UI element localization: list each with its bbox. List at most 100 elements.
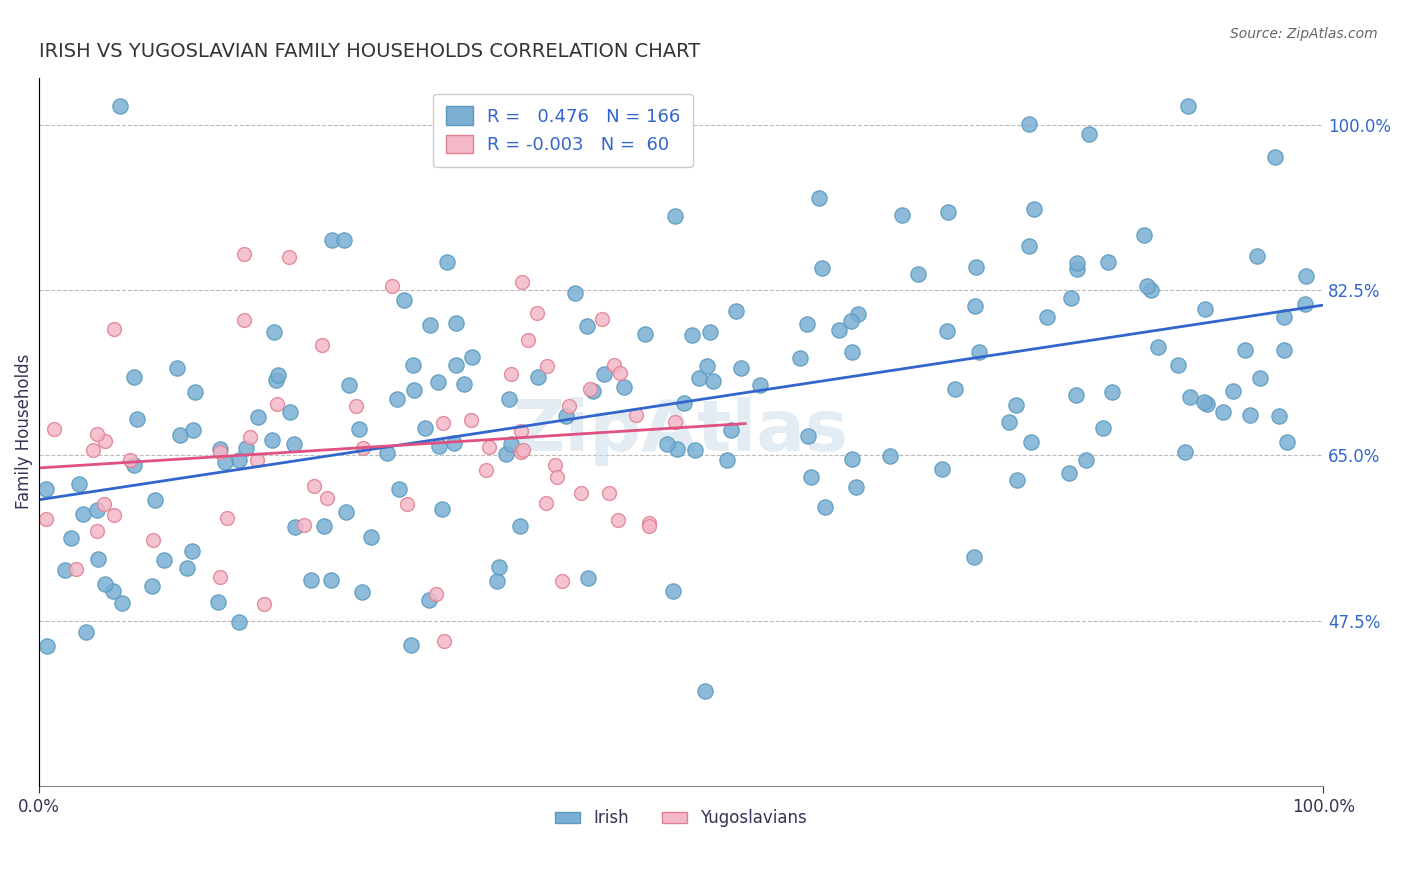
Point xyxy=(963,299,986,313)
Text: Source: ZipAtlas.com: Source: ZipAtlas.com xyxy=(1230,27,1378,41)
Point xyxy=(1294,297,1316,311)
Point xyxy=(124,458,146,472)
Legend: Irish, Yugoslavians: Irish, Yugoslavians xyxy=(548,803,814,834)
Point xyxy=(246,453,269,467)
Point xyxy=(418,593,440,607)
Point xyxy=(72,507,94,521)
Point xyxy=(576,319,599,334)
Point xyxy=(963,549,986,564)
Point xyxy=(546,469,568,483)
Point xyxy=(311,337,333,351)
Point xyxy=(891,207,914,221)
Point xyxy=(143,493,166,508)
Point xyxy=(478,440,501,454)
Point xyxy=(1275,434,1298,449)
Point xyxy=(427,375,450,389)
Point xyxy=(1194,302,1216,317)
Point xyxy=(657,437,679,451)
Point xyxy=(907,268,929,282)
Point xyxy=(453,376,475,391)
Point xyxy=(283,437,305,451)
Point xyxy=(394,293,416,307)
Point xyxy=(558,399,581,413)
Point xyxy=(443,435,465,450)
Point xyxy=(103,508,125,522)
Point xyxy=(1222,384,1244,399)
Point xyxy=(432,416,454,430)
Point xyxy=(344,400,367,414)
Point xyxy=(841,344,863,359)
Point xyxy=(1167,358,1189,372)
Point xyxy=(509,519,531,533)
Point xyxy=(696,359,718,374)
Point xyxy=(495,447,517,461)
Point xyxy=(534,495,557,509)
Point xyxy=(702,374,724,388)
Point xyxy=(181,544,204,558)
Point xyxy=(86,503,108,517)
Point xyxy=(232,247,254,261)
Point xyxy=(399,638,422,652)
Point xyxy=(1018,239,1040,253)
Point xyxy=(1195,397,1218,411)
Point xyxy=(446,316,468,330)
Point xyxy=(176,561,198,575)
Point xyxy=(1019,435,1042,450)
Point xyxy=(543,458,565,472)
Point xyxy=(512,442,534,457)
Point xyxy=(1136,279,1159,293)
Point xyxy=(965,260,987,274)
Point xyxy=(609,366,631,380)
Point xyxy=(789,351,811,365)
Point xyxy=(1239,409,1261,423)
Point xyxy=(808,192,831,206)
Point xyxy=(166,360,188,375)
Point xyxy=(1194,395,1216,409)
Point xyxy=(796,317,818,331)
Point xyxy=(37,639,59,653)
Point xyxy=(65,561,87,575)
Y-axis label: Family Households: Family Households xyxy=(15,354,32,509)
Point xyxy=(683,443,706,458)
Point xyxy=(499,367,522,381)
Point xyxy=(666,442,689,456)
Point xyxy=(312,518,335,533)
Point xyxy=(681,327,703,342)
Point xyxy=(388,482,411,496)
Point xyxy=(208,442,231,456)
Point xyxy=(375,446,398,460)
Point xyxy=(1018,117,1040,131)
Text: IRISH VS YUGOSLAVIAN FAMILY HOUSEHOLDS CORRELATION CHART: IRISH VS YUGOSLAVIAN FAMILY HOUSEHOLDS C… xyxy=(38,42,700,61)
Point xyxy=(498,392,520,406)
Point xyxy=(141,579,163,593)
Point xyxy=(591,311,613,326)
Point xyxy=(75,625,97,640)
Point xyxy=(335,505,357,519)
Point xyxy=(1268,409,1291,423)
Point xyxy=(339,378,361,392)
Point xyxy=(536,359,558,373)
Point xyxy=(879,449,901,463)
Point xyxy=(813,500,835,514)
Point xyxy=(350,585,373,599)
Point xyxy=(446,358,468,372)
Point xyxy=(550,574,572,588)
Point xyxy=(1024,202,1046,216)
Point xyxy=(943,382,966,396)
Point xyxy=(509,445,531,459)
Point xyxy=(841,451,863,466)
Point xyxy=(582,384,605,398)
Point xyxy=(87,551,110,566)
Point xyxy=(810,261,832,276)
Point xyxy=(554,409,576,423)
Point xyxy=(207,595,229,609)
Point xyxy=(1078,128,1101,142)
Point xyxy=(432,502,454,516)
Point xyxy=(425,587,447,601)
Point xyxy=(266,397,288,411)
Point xyxy=(828,323,851,337)
Point xyxy=(1264,150,1286,164)
Point xyxy=(626,408,648,422)
Point xyxy=(1174,444,1197,458)
Point xyxy=(1133,228,1156,243)
